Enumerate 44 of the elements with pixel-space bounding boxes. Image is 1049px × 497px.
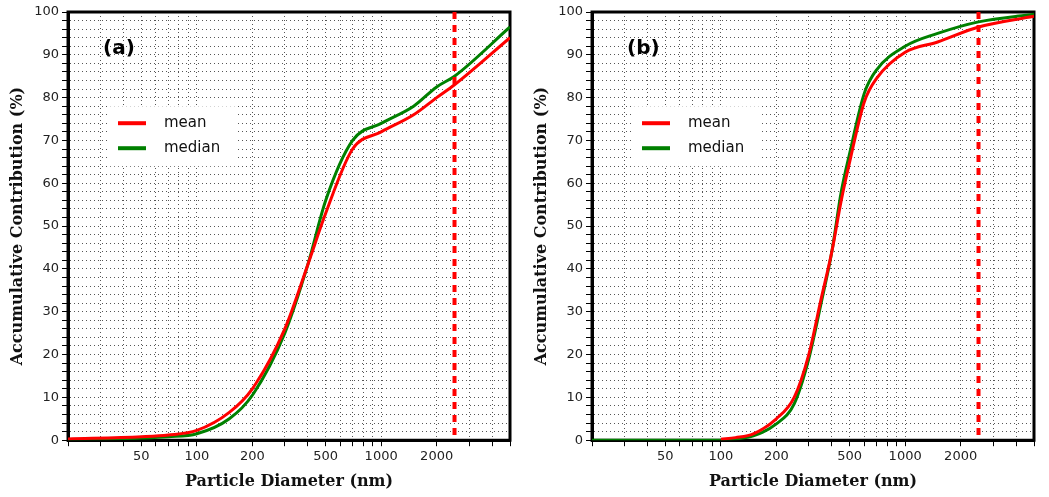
y-tick-label: 80 bbox=[566, 89, 584, 105]
y-tick-label: 50 bbox=[42, 217, 60, 233]
x-axis-title: Particle Diameter (nm) bbox=[708, 470, 918, 490]
y-tick-label: 0 bbox=[50, 431, 60, 447]
y-tick-label: 90 bbox=[566, 46, 584, 62]
y-tick-label: 10 bbox=[42, 388, 60, 404]
x-tick-label: 200 bbox=[239, 448, 265, 464]
annotation: (a) bbox=[103, 35, 135, 59]
y-tick-label: 30 bbox=[42, 303, 60, 319]
x-tick-label: 2000 bbox=[420, 448, 454, 464]
y-tick-label: 100 bbox=[34, 3, 60, 19]
x-tick-label: 200 bbox=[763, 448, 789, 464]
annotation: (b) bbox=[627, 35, 660, 59]
y-tick-label: 70 bbox=[42, 131, 60, 147]
y-tick-label: 80 bbox=[42, 89, 60, 105]
y-tick-label: 90 bbox=[42, 46, 60, 62]
x-tick-label: 100 bbox=[184, 448, 210, 464]
y-tick-label: 40 bbox=[42, 260, 60, 276]
x-tick-label: 100 bbox=[708, 448, 734, 464]
y-tick-label: 60 bbox=[566, 174, 584, 190]
y-tick-label: 50 bbox=[566, 217, 584, 233]
legend-label: mean bbox=[164, 113, 207, 132]
y-tick-label: 10 bbox=[566, 388, 584, 404]
legend-label: median bbox=[164, 138, 221, 157]
y-tick-label: 30 bbox=[566, 303, 584, 319]
x-tick-label: 1000 bbox=[364, 448, 398, 464]
y-axis-title: Accumulative Contribution (%) bbox=[530, 86, 550, 367]
y-axis-title: Accumulative Contribution (%) bbox=[6, 86, 26, 367]
legend-label: mean bbox=[688, 113, 731, 132]
x-tick-label: 50 bbox=[133, 448, 150, 464]
x-tick-label: 500 bbox=[837, 448, 863, 464]
y-tick-label: 20 bbox=[42, 345, 60, 361]
x-tick-label: 500 bbox=[313, 448, 339, 464]
y-tick-label: 40 bbox=[566, 260, 584, 276]
y-tick-label: 100 bbox=[558, 3, 584, 19]
x-tick-label: 50 bbox=[657, 448, 674, 464]
legend-label: median bbox=[688, 138, 745, 157]
x-tick-label: 1000 bbox=[888, 448, 922, 464]
x-tick-label: 2000 bbox=[944, 448, 978, 464]
y-tick-label: 70 bbox=[566, 131, 584, 147]
y-tick-label: 0 bbox=[574, 431, 584, 447]
y-tick-label: 60 bbox=[42, 174, 60, 190]
y-tick-label: 20 bbox=[566, 345, 584, 361]
x-axis-title: Particle Diameter (nm) bbox=[184, 470, 394, 490]
